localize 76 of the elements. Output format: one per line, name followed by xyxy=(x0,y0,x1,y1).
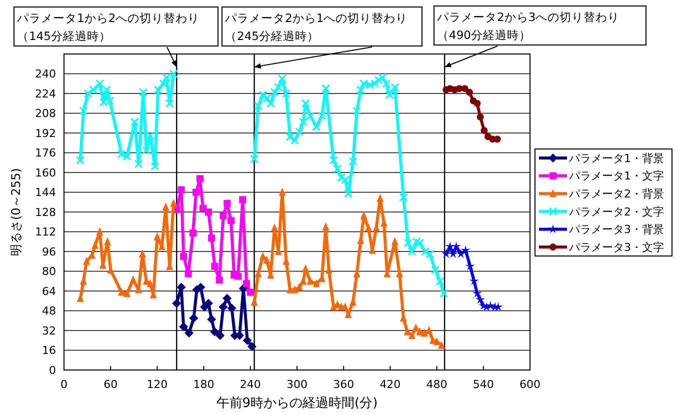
point xyxy=(207,314,216,324)
y-tick-label: 144 xyxy=(35,186,56,200)
x-tick-label: 180 xyxy=(193,378,214,391)
ref-line-label: パラメータ2から1への切り替わり（245分経過時） xyxy=(224,11,408,43)
x-tick-label: 360 xyxy=(333,378,354,391)
legend-label: パラメータ3・背景 xyxy=(568,223,664,236)
y-tick-label: 112 xyxy=(35,226,56,239)
point xyxy=(180,252,188,260)
x-tick-label: 420 xyxy=(380,378,401,391)
point xyxy=(220,212,227,220)
point xyxy=(466,88,473,96)
point xyxy=(211,262,218,270)
legend-label: パラメータ3・文字 xyxy=(568,240,664,254)
point xyxy=(189,314,198,323)
point xyxy=(179,322,188,332)
y-tick-label: 208 xyxy=(35,107,56,120)
point xyxy=(456,248,466,258)
y-tick-label: 224 xyxy=(35,87,56,100)
point xyxy=(216,276,223,284)
x-tick-label: 240 xyxy=(240,378,261,391)
y-tick-label: 32 xyxy=(42,324,56,338)
y-tick-label: 0 xyxy=(49,364,56,377)
y-tick-label: 96 xyxy=(42,245,56,258)
point xyxy=(208,234,216,242)
y-tick-label: 192 xyxy=(35,126,56,140)
point xyxy=(224,200,231,207)
point xyxy=(172,298,182,308)
point xyxy=(222,294,232,303)
x-tick-label: 540 xyxy=(472,378,494,391)
point xyxy=(204,208,212,216)
x-tick-label: 60 xyxy=(104,378,118,391)
legend-label: パラメータ1・文字 xyxy=(568,170,664,183)
x-tick-label: 600 xyxy=(520,378,540,391)
point xyxy=(448,248,458,258)
x-tick-label: 120 xyxy=(146,378,168,391)
point xyxy=(476,294,486,304)
point xyxy=(469,276,479,286)
point xyxy=(178,186,185,194)
y-tick-label: 48 xyxy=(42,304,56,318)
legend-label: パラメータ1・背景 xyxy=(568,152,664,165)
legend-label: パラメータ2・文字 xyxy=(568,205,664,218)
point xyxy=(465,261,475,270)
point xyxy=(246,288,254,296)
y-tick-label: 128 xyxy=(35,206,56,219)
point xyxy=(243,280,250,288)
point xyxy=(184,270,192,278)
point xyxy=(227,217,234,224)
point xyxy=(210,327,220,336)
y-tick-label: 80 xyxy=(42,265,56,278)
ref-line-label: パラメータ2から3への切り替わり（490分経過時） xyxy=(436,10,620,42)
y-tick-label: 64 xyxy=(42,284,56,298)
point xyxy=(184,328,194,338)
point xyxy=(476,113,484,120)
point xyxy=(460,245,470,254)
x-tick-label: 480 xyxy=(426,378,448,391)
point xyxy=(196,175,204,182)
point xyxy=(474,100,481,107)
point xyxy=(247,342,256,352)
y-axis-title: 明るさ(0～255) xyxy=(9,168,23,256)
y-tick-label: 240 xyxy=(35,68,56,81)
x-tick-label: 0 xyxy=(60,378,68,391)
y-tick-label: 176 xyxy=(35,146,56,160)
point xyxy=(227,304,236,313)
point xyxy=(189,229,196,236)
point xyxy=(239,196,246,204)
point xyxy=(192,188,200,196)
legend-label: パラメータ2・背景 xyxy=(568,187,664,200)
point xyxy=(234,272,242,280)
x-tick-label: 300 xyxy=(286,378,308,391)
point xyxy=(480,127,488,134)
ref-line-label: パラメータ1から2への切り替わり（145分経過時） xyxy=(16,11,200,43)
point xyxy=(441,248,451,258)
y-tick-label: 16 xyxy=(42,344,56,358)
point xyxy=(461,85,468,92)
x-axis-title: 午前9時からの経過時間(分) xyxy=(216,396,378,411)
y-tick-label: 160 xyxy=(35,166,56,180)
